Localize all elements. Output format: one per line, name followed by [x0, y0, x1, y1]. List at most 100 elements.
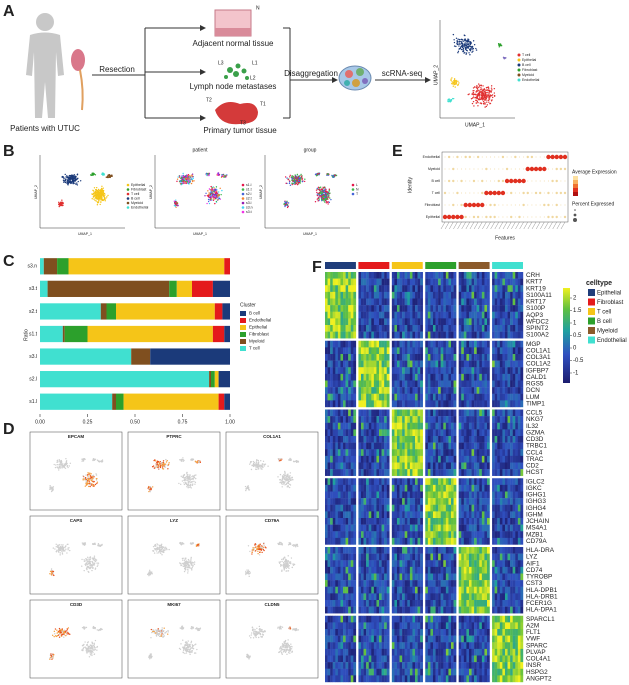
heatmap-cell	[353, 387, 357, 394]
heatmap-cell	[327, 340, 331, 348]
cell-point	[487, 86, 490, 88]
heatmap-cell	[343, 380, 346, 388]
heatmap-cell	[350, 360, 354, 368]
cell-point	[177, 204, 179, 207]
cell-point	[252, 464, 255, 466]
dot	[552, 168, 554, 170]
cell-point	[456, 42, 458, 45]
heatmap-cell	[353, 400, 357, 408]
cell-point	[493, 92, 496, 94]
heatmap-cell	[343, 318, 346, 326]
cell-point	[185, 642, 187, 644]
heatmap-cell	[330, 491, 333, 499]
heatmap-cell	[350, 504, 354, 512]
cell-point	[288, 567, 290, 570]
heatmap-cell	[348, 331, 351, 339]
heatmap-cell	[337, 340, 341, 348]
cell-point	[469, 43, 472, 46]
cell-point	[178, 482, 180, 485]
cell-point	[82, 475, 84, 477]
cell-point	[469, 54, 471, 56]
gene-title: MKI67	[167, 602, 181, 607]
label: L2	[250, 75, 256, 81]
cell-point	[184, 647, 186, 649]
heatmap-cell	[330, 380, 333, 388]
cell-point	[64, 173, 66, 176]
heatmap-cell	[330, 498, 333, 505]
cell-point	[93, 562, 96, 565]
heatmap-cell	[335, 354, 339, 361]
cell-point	[289, 479, 292, 481]
cell-point	[323, 199, 325, 201]
cell-point	[61, 628, 64, 630]
cell-point	[316, 173, 319, 175]
cell-point	[291, 179, 293, 181]
dot	[452, 203, 455, 207]
dot	[456, 180, 458, 182]
dot	[526, 155, 529, 159]
y-tick-label: s3.n	[28, 264, 38, 270]
heatmap-cell	[330, 524, 333, 532]
heatmap-cell	[350, 491, 354, 499]
bar-segment	[211, 371, 215, 388]
dot	[497, 179, 500, 183]
heatmap-cell	[327, 291, 331, 299]
plot-frame	[225, 599, 319, 679]
cell-point	[218, 196, 220, 198]
cell-point	[267, 465, 269, 467]
heatmap-cell	[332, 518, 336, 525]
cell-point	[58, 466, 60, 469]
label: N	[256, 5, 260, 11]
dot	[465, 192, 467, 194]
cell-point	[260, 468, 262, 470]
cell-point	[300, 175, 303, 177]
heatmap-cell	[332, 547, 336, 554]
panel-label: F	[312, 259, 322, 276]
heatmap-cell	[345, 367, 349, 375]
heatmap-cell	[343, 340, 346, 348]
cell-point	[96, 192, 98, 194]
heatmap-cell	[350, 298, 354, 306]
x-tick-stub	[560, 221, 566, 230]
legend-label: Epithelial	[249, 325, 267, 330]
heatmap-cell	[325, 272, 328, 279]
heatmap-cell	[350, 416, 354, 423]
legend-swatch	[240, 346, 246, 351]
heatmap-cell	[353, 291, 357, 299]
heatmap-cell	[332, 442, 336, 450]
heatmap-cell	[325, 537, 328, 545]
dot	[493, 215, 496, 219]
cell-point	[498, 46, 500, 48]
heatmap-cell	[353, 491, 357, 499]
legend-swatch	[517, 78, 521, 82]
heatmap-cell	[337, 442, 341, 450]
cell-point	[73, 176, 75, 178]
heatmap-cell	[353, 373, 357, 381]
cell-point	[483, 99, 486, 101]
cell-point	[190, 174, 193, 176]
cell-point	[263, 544, 265, 546]
cell-point	[89, 564, 92, 567]
cell-point	[294, 176, 296, 178]
heatmap-cell	[325, 305, 328, 312]
heatmap-cell	[353, 331, 357, 339]
cell-point	[191, 647, 193, 649]
heatmap-cell	[335, 305, 339, 312]
dot	[551, 179, 554, 183]
label: T3	[240, 120, 246, 126]
cell-point	[466, 41, 469, 43]
cell-point	[255, 463, 258, 466]
heatmap-cell	[337, 498, 341, 505]
cell-point	[289, 184, 292, 187]
heatmap-cell	[332, 436, 336, 443]
cell-point	[161, 631, 163, 634]
legend-title: Percent Expressed	[572, 201, 614, 207]
heatmap-cell	[330, 387, 333, 394]
cell-point	[158, 552, 160, 554]
bar-segment	[40, 393, 113, 410]
heatmap-cell	[353, 360, 357, 368]
heatmap-cell	[335, 347, 339, 355]
cell-point	[166, 548, 168, 551]
heatmap-cell	[343, 331, 346, 339]
heatmap-cell	[325, 504, 328, 512]
